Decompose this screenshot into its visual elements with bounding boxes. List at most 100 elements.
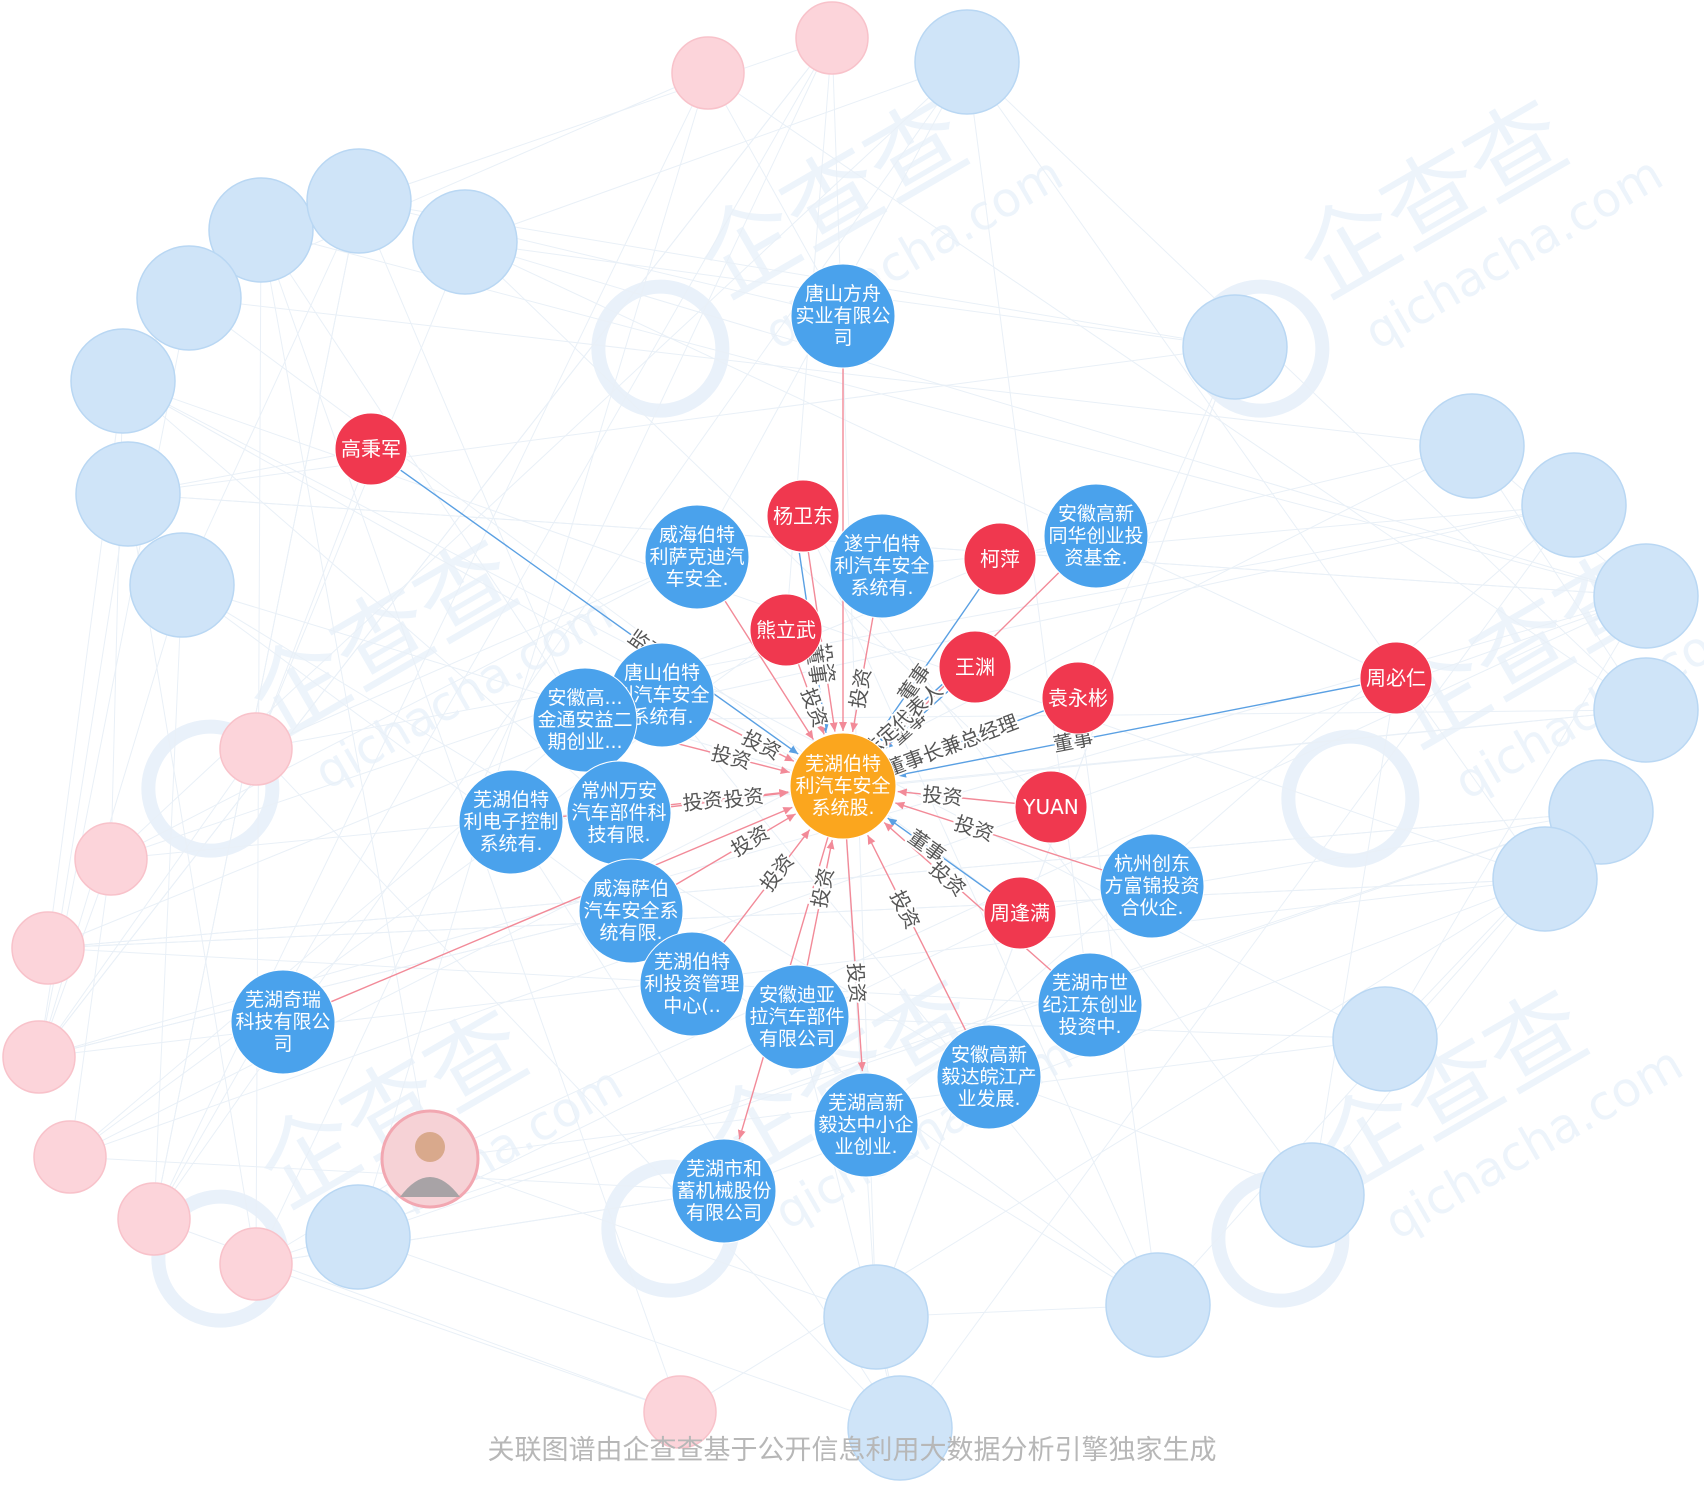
background-edge	[47, 878, 1546, 949]
edge-tangshan-bt-focus	[708, 717, 795, 762]
faded-company-node[interactable]	[1593, 657, 1699, 763]
node-label: 利萨克迪汽	[649, 546, 744, 568]
node-label: 芜湖市和	[686, 1158, 762, 1180]
node-label: 司	[833, 327, 852, 349]
node-label: 遂宁伯特	[844, 533, 920, 555]
faded-company-node[interactable]	[1332, 986, 1438, 1092]
faded-company-node[interactable]	[1593, 543, 1699, 649]
faded-company-node[interactable]	[847, 1375, 953, 1481]
faded-person-node[interactable]	[219, 1227, 293, 1301]
background-edge	[255, 811, 1602, 1265]
background-edge	[865, 1124, 1159, 1306]
node-label: 芜湖高新	[828, 1092, 904, 1114]
faded-person-node[interactable]	[11, 911, 85, 985]
faded-person-node[interactable]	[643, 1375, 717, 1449]
background-edge	[865, 504, 1575, 1126]
person-node-yang[interactable]: 杨卫东	[766, 479, 840, 553]
faded-person-node[interactable]	[219, 712, 293, 786]
background-edge	[357, 811, 1602, 1238]
node-circle	[1359, 641, 1433, 715]
node-circle	[578, 858, 684, 964]
edge-label: 投资	[681, 787, 723, 815]
edge-yang-focus	[807, 551, 838, 732]
person-node-yuan-ys[interactable]: 袁永彬	[1041, 661, 1115, 735]
node-circle	[790, 263, 896, 369]
node-label: 袁永彬	[1048, 686, 1108, 710]
faded-company-node[interactable]	[208, 177, 314, 283]
faded-person-node[interactable]	[795, 1, 869, 75]
node-label: YUAN	[1022, 795, 1079, 819]
faded-company-node[interactable]	[1182, 294, 1288, 400]
background-edge	[110, 556, 698, 860]
background-edge	[122, 380, 620, 814]
faded-company-node[interactable]	[914, 9, 1020, 115]
person-node-wangyuan[interactable]: 王渊	[938, 630, 1012, 704]
avatar-head-icon	[415, 1132, 445, 1162]
person-node-zhou-br[interactable]: 周必仁	[1359, 641, 1433, 715]
person-node-keping[interactable]: 柯萍	[963, 522, 1037, 596]
faded-company-node[interactable]	[306, 148, 412, 254]
faded-company-node[interactable]	[1419, 393, 1525, 499]
faded-company-node[interactable]	[1259, 1142, 1365, 1248]
node-label: 拉汽车部件	[749, 1006, 844, 1028]
node-label: 系统股.	[811, 797, 874, 819]
faded-company-node[interactable]	[1105, 1252, 1211, 1358]
faded-company-node[interactable]	[1492, 826, 1598, 932]
background-edge	[255, 37, 833, 1265]
background-edge	[464, 241, 1052, 808]
node-circle	[458, 769, 564, 875]
background-edge	[357, 1236, 901, 1429]
faded-company-node[interactable]	[823, 1264, 929, 1370]
background-edge	[255, 1263, 681, 1413]
node-label: 熊立武	[756, 618, 816, 642]
faded-person-node[interactable]	[671, 36, 745, 110]
node-circle	[789, 732, 897, 840]
node-circle	[936, 1024, 1042, 1130]
person-node-yuan[interactable]: YUAN	[1014, 770, 1088, 844]
edge-label: 投资	[727, 820, 774, 861]
company-node-jintong[interactable]: 安徽高...金通安益二期创业...	[532, 667, 638, 773]
person-node-zhou-fm[interactable]: 周逢满	[983, 876, 1057, 950]
node-circle	[644, 504, 750, 610]
background-edge	[255, 448, 372, 750]
faded-company-node[interactable]	[412, 189, 518, 295]
node-label: 利汽车安全	[614, 684, 709, 706]
faded-person-node[interactable]	[117, 1182, 191, 1256]
faded-company-node[interactable]	[136, 245, 242, 351]
node-label: 统有限.	[599, 922, 662, 944]
faded-person-node[interactable]	[2, 1020, 76, 1094]
faded-company-node[interactable]	[305, 1184, 411, 1290]
faded-person-node[interactable]	[33, 1120, 107, 1194]
edge-label: 投资	[796, 685, 832, 731]
faded-company-node[interactable]	[75, 441, 181, 547]
person-node-xiong[interactable]: 熊立武	[749, 593, 823, 667]
edge-wanjiang-focus	[867, 834, 967, 1031]
background-edge	[584, 504, 1575, 721]
background-edge	[153, 200, 360, 1220]
node-label: 王渊	[955, 655, 995, 679]
node-label: 安徽高...	[547, 687, 622, 709]
faded-company-node[interactable]	[70, 328, 176, 434]
faded-company-node[interactable]	[1521, 452, 1627, 558]
faded-person-node[interactable]	[74, 822, 148, 896]
person-node-gao[interactable]: 高秉军	[334, 412, 408, 486]
node-label: 科技有限公	[235, 1011, 330, 1033]
node-label: 金通安益二	[537, 709, 632, 731]
faded-company-node[interactable]	[129, 532, 235, 638]
